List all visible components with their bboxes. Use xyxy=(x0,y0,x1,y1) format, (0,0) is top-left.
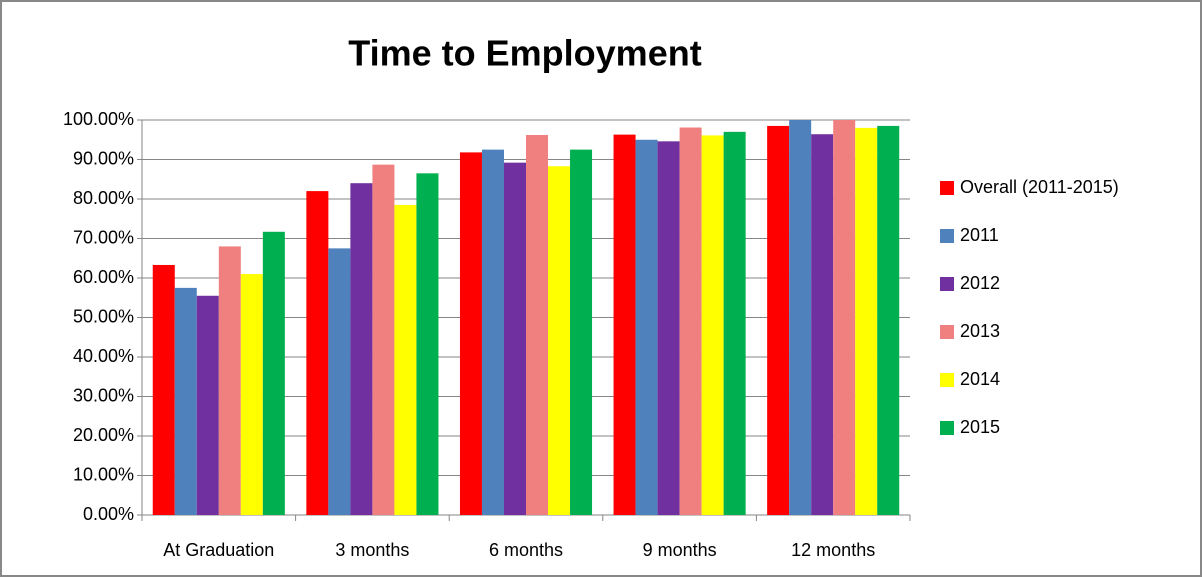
bar xyxy=(174,287,197,515)
legend-swatch xyxy=(940,181,954,195)
bar xyxy=(767,125,790,516)
bar xyxy=(701,135,724,515)
bar xyxy=(811,134,834,515)
bar xyxy=(152,264,175,515)
y-tick-label: 10.00% xyxy=(73,464,134,484)
y-tick-label: 40.00% xyxy=(73,346,134,366)
y-tick-label: 70.00% xyxy=(73,227,134,247)
bar xyxy=(855,127,878,516)
legend-label: 2013 xyxy=(960,321,1000,341)
bar xyxy=(679,127,702,515)
bar xyxy=(789,120,812,515)
bar xyxy=(481,149,504,515)
y-tick-label: 30.00% xyxy=(73,385,134,405)
bar xyxy=(306,191,329,515)
y-tick-label: 50.00% xyxy=(73,306,134,326)
bar xyxy=(570,149,593,515)
legend-label: 2014 xyxy=(960,369,1000,389)
y-tick-label: 60.00% xyxy=(73,267,134,287)
x-tick-label: 12 months xyxy=(791,540,875,560)
chart-title: Time to Employment xyxy=(348,33,701,74)
bar xyxy=(613,134,636,516)
x-tick-label: 9 months xyxy=(643,540,717,560)
bar xyxy=(350,183,373,515)
y-tick-label: 0.00% xyxy=(83,504,134,524)
legend-swatch xyxy=(940,277,954,291)
y-tick-label: 80.00% xyxy=(73,188,134,208)
bar xyxy=(416,173,439,515)
bar xyxy=(526,135,549,515)
bar xyxy=(657,141,680,515)
bar xyxy=(196,295,219,515)
bar xyxy=(394,204,417,516)
bar xyxy=(218,246,241,515)
bar xyxy=(328,248,351,515)
y-tick-label: 20.00% xyxy=(73,425,134,445)
y-tick-label: 90.00% xyxy=(73,148,134,168)
legend-swatch xyxy=(940,421,954,435)
bar xyxy=(635,139,658,515)
x-tick-label: At Graduation xyxy=(163,540,274,560)
y-tick-label: 100.00% xyxy=(63,109,134,129)
bar xyxy=(372,164,395,515)
legend-label: 2011 xyxy=(960,225,999,245)
bar xyxy=(833,120,856,515)
bar xyxy=(503,162,526,515)
bar xyxy=(240,274,263,515)
legend-label: Overall (2011-2015) xyxy=(960,177,1119,197)
bar xyxy=(548,166,571,515)
legend-label: 2015 xyxy=(960,417,1000,437)
legend-swatch xyxy=(940,373,954,387)
x-tick-label: 3 months xyxy=(335,540,409,560)
bar xyxy=(262,231,285,515)
bar xyxy=(723,131,746,515)
legend-label: 2012 xyxy=(960,273,1000,293)
legend-swatch xyxy=(940,325,954,339)
bar xyxy=(877,125,900,516)
bar xyxy=(459,152,482,515)
x-tick-label: 6 months xyxy=(489,540,563,560)
legend-swatch xyxy=(940,229,954,243)
